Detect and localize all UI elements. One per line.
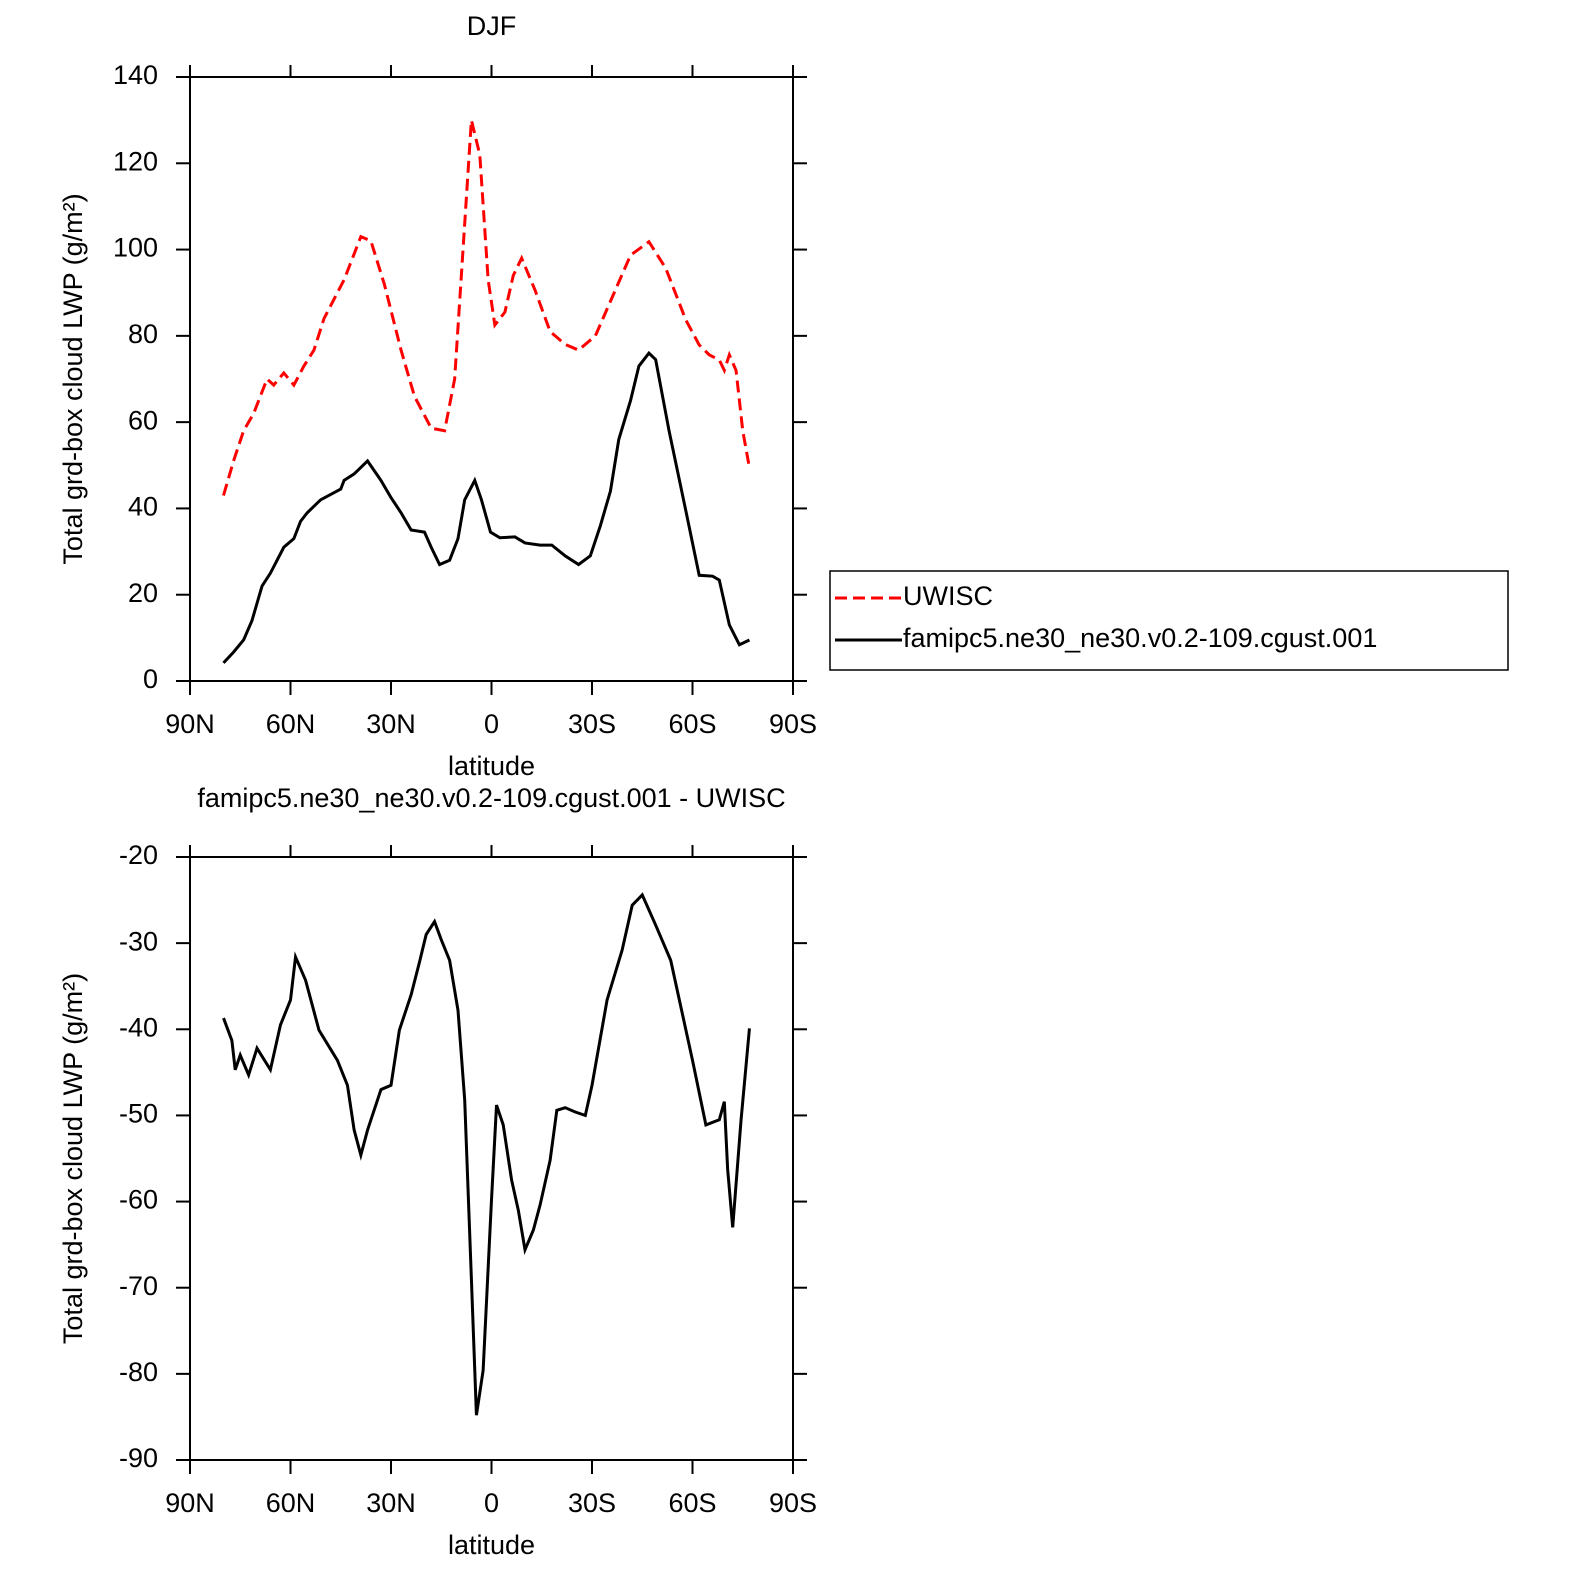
y-tick-label: 140 (113, 60, 158, 90)
y-tick-label: 80 (128, 319, 158, 349)
y-tick-label: 100 (113, 233, 158, 263)
plot-frame (189, 856, 794, 1461)
x-axis-label: latitude (448, 751, 535, 781)
x-tick-label: 60S (668, 709, 716, 739)
y-tick-label: -60 (119, 1185, 158, 1215)
x-tick-label: 90N (165, 709, 215, 739)
y-tick-label: -70 (119, 1271, 158, 1301)
x-tick-label: 60N (266, 709, 316, 739)
x-tick-label: 60S (668, 1488, 716, 1518)
legend-label: famipc5.ne30_ne30.v0.2-109.cgust.001 (903, 623, 1377, 653)
y-axis-label: Total grd-box cloud LWP (g/m²) (58, 973, 88, 1344)
y-tick-label: 60 (128, 405, 158, 435)
y-tick-label: -20 (119, 840, 158, 870)
x-tick-label: 30N (366, 1488, 416, 1518)
y-tick-label: -80 (119, 1357, 158, 1387)
x-tick-label: 90N (165, 1488, 215, 1518)
y-tick-label: -40 (119, 1012, 158, 1042)
x-tick-label: 30S (568, 709, 616, 739)
y-tick-label: -30 (119, 926, 158, 956)
y-tick-label: 0 (143, 664, 158, 694)
plot-frame (189, 76, 794, 682)
y-axis-label: Total grd-box cloud LWP (g/m²) (58, 193, 88, 564)
x-tick-label: 90S (769, 1488, 817, 1518)
y-tick-label: 40 (128, 492, 158, 522)
y-tick-label: -90 (119, 1443, 158, 1473)
x-tick-label: 0 (484, 709, 499, 739)
chart-title: famipc5.ne30_ne30.v0.2-109.cgust.001 - U… (197, 783, 785, 813)
x-tick-label: 60N (266, 1488, 316, 1518)
x-tick-label: 30S (568, 1488, 616, 1518)
chart-title: DJF (467, 11, 517, 41)
y-tick-label: 20 (128, 578, 158, 608)
legend-box (829, 570, 1509, 671)
y-tick-label: 120 (113, 146, 158, 176)
x-axis-label: latitude (448, 1530, 535, 1560)
x-tick-label: 30N (366, 709, 416, 739)
x-tick-label: 0 (484, 1488, 499, 1518)
series-line (222, 350, 751, 664)
series-line (222, 119, 751, 496)
y-tick-label: -50 (119, 1099, 158, 1129)
x-tick-label: 90S (769, 709, 817, 739)
legend-label: UWISC (903, 581, 993, 611)
series-line (222, 892, 751, 1416)
